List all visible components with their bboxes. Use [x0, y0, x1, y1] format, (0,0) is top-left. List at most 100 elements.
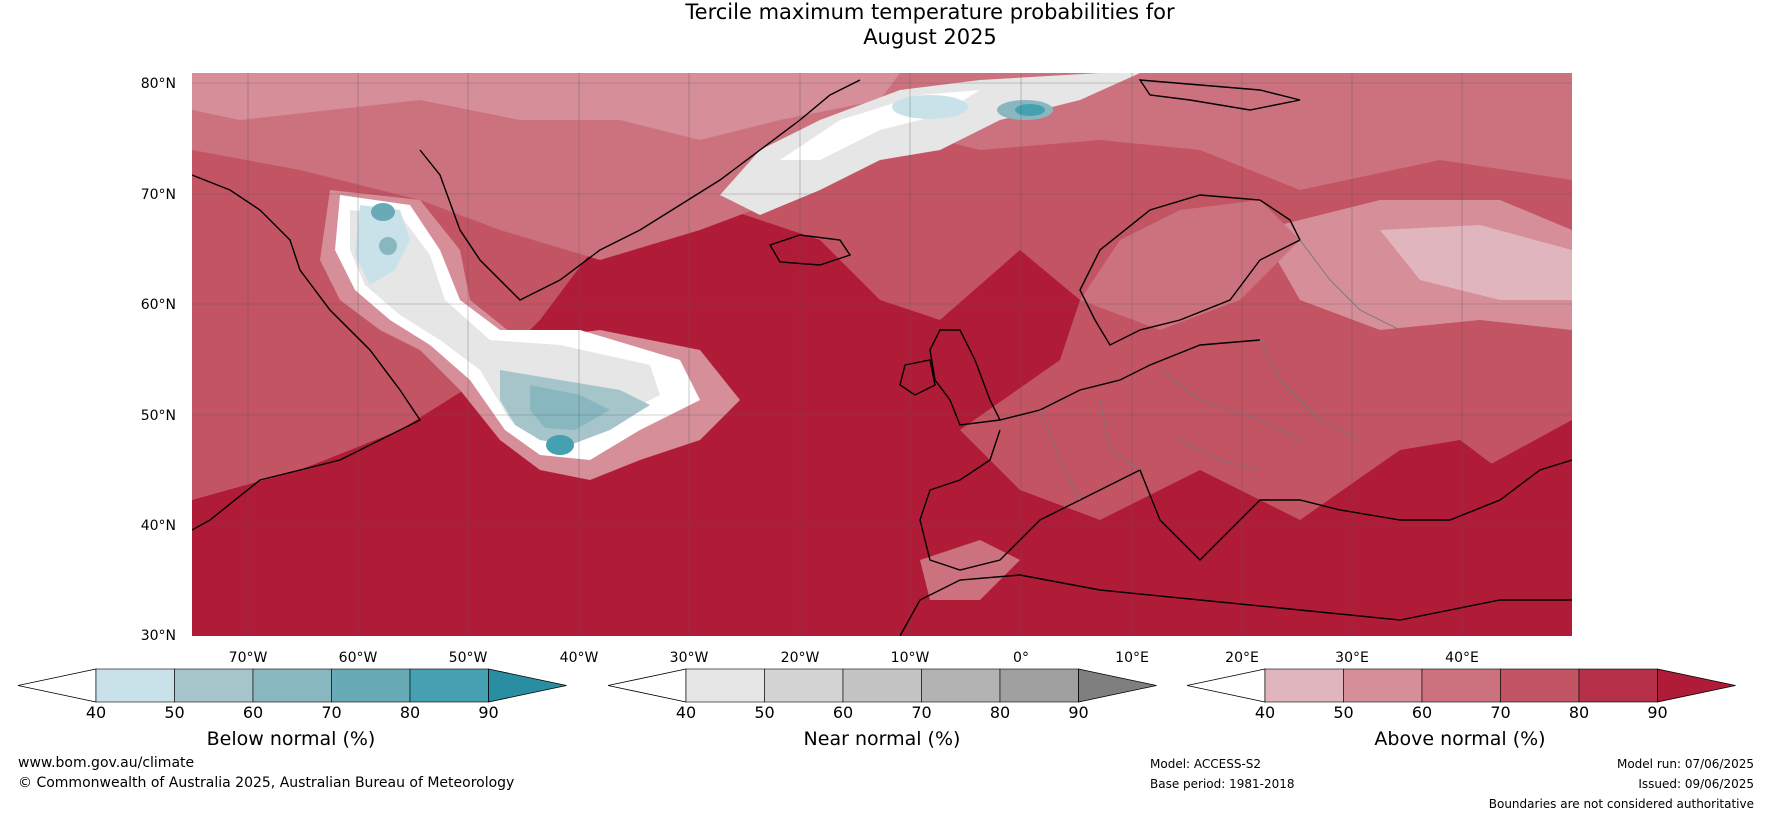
lon-label-10w: 10°W [891, 650, 930, 666]
border-central-europe [1099, 399, 1141, 471]
below-normal-80-atlantic [546, 435, 574, 455]
colorbar-title-above: Above normal (%) [1374, 728, 1545, 750]
longitude-labels: 70°W 60°W 50°W 40°W 30°W 20°W 10°W 0° 10… [229, 650, 1479, 666]
footer-issued: Issued: 09/06/2025 [1638, 777, 1754, 791]
near-swatch-2 [842, 668, 922, 703]
above-normal-60-70-africa [920, 540, 1020, 600]
iceland-coast [768, 234, 852, 266]
above-tick-60: 60 [1412, 703, 1432, 722]
greenland-coast [419, 79, 861, 301]
lon-label-20w: 20°W [781, 650, 820, 666]
near-extend-low [607, 668, 687, 703]
near-tick-90: 90 [1068, 703, 1088, 722]
near-tick-60: 60 [833, 703, 853, 722]
probability-field [192, 73, 1572, 636]
lat-label-40: 40°N [141, 518, 176, 534]
lat-label-70: 70°N [141, 187, 176, 203]
southern-europe-coast [919, 429, 1572, 571]
above-normal-50-60-north [192, 73, 900, 140]
above-swatch-1 [1343, 668, 1423, 703]
border-balkans [1179, 439, 1261, 471]
lon-label-30e: 30°E [1335, 650, 1369, 666]
near-swatch-3 [921, 668, 1001, 703]
lon-label-40e: 40°E [1445, 650, 1479, 666]
near-tick-70: 70 [911, 703, 931, 722]
below-tick-90: 90 [478, 703, 498, 722]
scandinavia-coast [1079, 194, 1301, 346]
lat-label-60: 60°N [141, 297, 176, 313]
above-normal-90-blacksea [1400, 440, 1500, 500]
lat-label-80: 80°N [141, 76, 176, 92]
title-line-1: Tercile maximum temperature probabilitie… [685, 0, 1175, 24]
near-swatch-0 [685, 668, 765, 703]
latitude-labels: 80°N 70°N 60°N 50°N 40°N 30°N [141, 76, 176, 644]
below-tick-80: 80 [400, 703, 420, 722]
border-finland-russia [1299, 239, 1401, 331]
below-normal-40-greenland-sea [892, 95, 968, 119]
graticule [192, 73, 1572, 636]
above-swatch-4 [1578, 668, 1658, 703]
lat-label-50: 50°N [141, 408, 176, 424]
near-swatch-1 [764, 668, 844, 703]
footer-model-run: Model run: 07/06/2025 [1616, 757, 1754, 771]
lon-label-0: 0° [1013, 650, 1029, 666]
above-swatch-0 [1264, 668, 1344, 703]
above-tick-40: 40 [1255, 703, 1275, 722]
lon-label-20e: 20°E [1225, 650, 1259, 666]
lon-label-60w: 60°W [339, 650, 378, 666]
border-france [1039, 409, 1081, 501]
above-tick-80: 80 [1569, 703, 1589, 722]
north-europe-coast [999, 339, 1261, 421]
country-borders [1039, 239, 1401, 501]
below-swatch-1 [174, 668, 254, 703]
below-swatch-3 [331, 668, 411, 703]
novaya-zemlya-coast [1138, 79, 1301, 111]
below-tick-40: 40 [86, 703, 106, 722]
lat-label-30: 30°N [141, 628, 176, 644]
coastlines [192, 79, 1572, 636]
near-tick-50: 50 [754, 703, 774, 722]
north-america-coast [192, 174, 422, 531]
below-swatch-0 [95, 668, 175, 703]
above-swatch-2 [1421, 668, 1501, 703]
above-swatch-3 [1500, 668, 1580, 703]
lon-label-10e: 10°E [1115, 650, 1149, 666]
below-normal-70-baffin [371, 203, 395, 221]
lon-label-40w: 40°W [560, 650, 599, 666]
border-baltic [1259, 339, 1361, 441]
below-normal-80-barents [1015, 104, 1045, 116]
colorbar-title-below: Below normal (%) [207, 728, 376, 750]
colorbar-below-normal: 40 50 60 70 80 90 [17, 668, 567, 722]
title-line-2: August 2025 [863, 25, 997, 49]
footer-copyright: © Commonwealth of Australia 2025, Austra… [18, 775, 515, 791]
near-tick-80: 80 [990, 703, 1010, 722]
below-tick-60: 60 [243, 703, 263, 722]
footer-model: Model: ACCESS-S2 [1150, 757, 1262, 771]
footer-url: www.bom.gov.au/climate [18, 755, 195, 771]
below-extend-low [17, 668, 97, 703]
great-britain-coast [929, 329, 1002, 426]
near-swatch-4 [999, 668, 1079, 703]
above-tick-50: 50 [1333, 703, 1353, 722]
footer-disclaimer: Boundaries are not considered authoritat… [1488, 797, 1754, 811]
north-africa-coast [899, 574, 1572, 636]
lon-label-70w: 70°W [229, 650, 268, 666]
below-swatch-2 [252, 668, 332, 703]
ireland-coast [899, 359, 936, 396]
below-normal-60-70-atlantic [530, 385, 610, 430]
below-swatch-4 [409, 668, 489, 703]
below-extend-high [488, 668, 567, 703]
colorbar-near-normal: 40 50 60 70 80 90 [607, 668, 1157, 722]
footer-base-period: Base period: 1981-2018 [1150, 777, 1295, 791]
above-tick-70: 70 [1490, 703, 1510, 722]
chart-title: Tercile maximum temperature probabilitie… [0, 0, 1770, 50]
below-tick-70: 70 [321, 703, 341, 722]
above-normal-40-50-russia [1380, 225, 1572, 300]
colorbar-title-near: Near normal (%) [804, 728, 961, 750]
above-extend-high [1657, 668, 1736, 703]
lon-label-50w: 50°W [449, 650, 488, 666]
border-eastern-europe [1159, 369, 1301, 441]
near-extend-high [1078, 668, 1157, 703]
above-normal-60-70-scandinavia [1080, 200, 1300, 330]
